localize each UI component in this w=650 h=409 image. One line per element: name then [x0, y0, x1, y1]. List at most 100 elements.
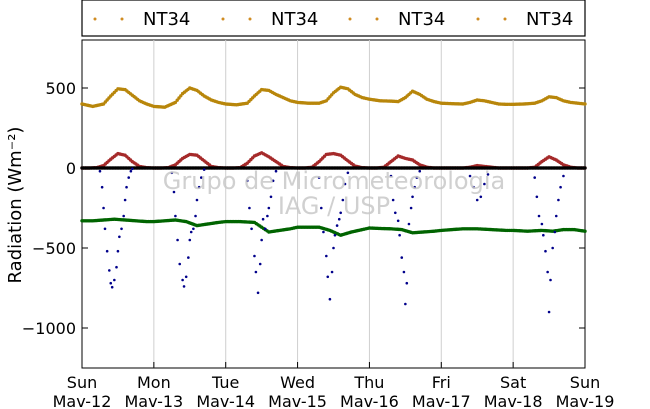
point [115, 265, 118, 269]
legend-item-2: NT34 [221, 9, 318, 30]
legend-marker-1 [93, 17, 97, 21]
point [116, 249, 120, 253]
point [102, 206, 105, 210]
xtick-day-2: Tue [211, 373, 239, 392]
point [551, 246, 554, 250]
point [103, 227, 107, 231]
point [202, 168, 206, 171]
legend-label-1: NT34 [143, 9, 190, 30]
legend: NT34 NT34 NT34 NT34 [81, 0, 586, 37]
point [405, 281, 409, 285]
point [194, 214, 197, 218]
point [328, 297, 332, 301]
xtick-date-5: Mav-17 [412, 392, 471, 409]
x-grid [153, 40, 514, 368]
legend-marker-2b [248, 17, 252, 21]
point [562, 174, 565, 178]
point [267, 206, 271, 210]
point [261, 217, 265, 221]
point [182, 285, 186, 288]
point [326, 275, 330, 279]
point [472, 185, 475, 189]
point [330, 270, 334, 274]
point [245, 179, 249, 183]
point [170, 171, 174, 175]
point [341, 198, 345, 202]
point [113, 278, 116, 282]
point [537, 214, 541, 218]
xtick-date-0: Mav-12 [53, 392, 112, 409]
point [176, 238, 179, 242]
point [120, 227, 123, 231]
point [274, 169, 278, 173]
point [256, 291, 260, 295]
plot-frame [81, 39, 586, 369]
legend-label-4: NT34 [526, 9, 573, 30]
y-axis-label: Radiation (Wm⁻²) [5, 127, 26, 284]
legend-marker-4 [476, 17, 480, 21]
series-0 [80, 85, 587, 109]
xtick-day-4: Thu [353, 373, 384, 392]
legend-item-4: NT34 [476, 9, 573, 30]
point [337, 217, 341, 221]
point [535, 195, 539, 199]
point [391, 198, 395, 202]
watermark: Grupo de Micrometeorologia IAG / USP [163, 167, 505, 220]
point [400, 256, 404, 259]
point [263, 227, 267, 231]
xtick-date-7: Mav-19 [556, 392, 615, 409]
point [125, 185, 128, 189]
point [544, 249, 547, 253]
point [319, 206, 323, 210]
xtick-date-3: Mav-15 [268, 392, 327, 409]
point [258, 262, 262, 266]
point [271, 179, 275, 183]
point [105, 249, 109, 253]
point [479, 195, 483, 199]
legend-marker-1b [120, 17, 124, 21]
point [118, 235, 121, 239]
xtick-day-6: Sat [500, 373, 526, 392]
xtick-date-1: Mav-13 [124, 392, 183, 409]
point [317, 176, 321, 179]
point [533, 176, 536, 179]
legend-item-3: NT34 [348, 9, 445, 30]
point [172, 190, 176, 194]
point [197, 185, 201, 189]
point [549, 278, 552, 282]
series-3 [80, 217, 587, 237]
point [413, 185, 416, 189]
point [108, 269, 111, 272]
point [333, 233, 337, 237]
xtick-day-0: Sun [67, 373, 97, 392]
point [583, 229, 587, 233]
point [398, 233, 401, 237]
legend-frame [81, 0, 586, 37]
point [409, 206, 413, 210]
xtick-day-5: Fri [432, 373, 451, 392]
point [393, 211, 397, 215]
point [269, 195, 273, 199]
point [248, 206, 251, 210]
point [325, 254, 328, 258]
series-layer [80, 85, 587, 314]
plot-area: Grupo de Micrometeorologia IAG / USP [80, 39, 587, 369]
point [475, 198, 479, 202]
point [583, 102, 587, 106]
x-tick-labels: SunMav-12MonMav-13TueMav-14WedMav-15ThuM… [53, 373, 615, 409]
point [322, 230, 325, 234]
series-2 [80, 166, 587, 170]
point [129, 169, 133, 173]
xtick-day-3: Wed [280, 373, 315, 392]
point [546, 270, 549, 274]
point [402, 270, 406, 274]
watermark-line-2: IAG / USP [278, 192, 390, 220]
xtick-day-7: Sun [570, 373, 600, 392]
point [184, 275, 188, 279]
point [542, 233, 545, 237]
xtick-date-6: Mav-18 [484, 392, 543, 409]
point [199, 176, 203, 179]
legend-marker-4b [503, 17, 507, 21]
point [339, 211, 342, 215]
point [181, 278, 184, 282]
